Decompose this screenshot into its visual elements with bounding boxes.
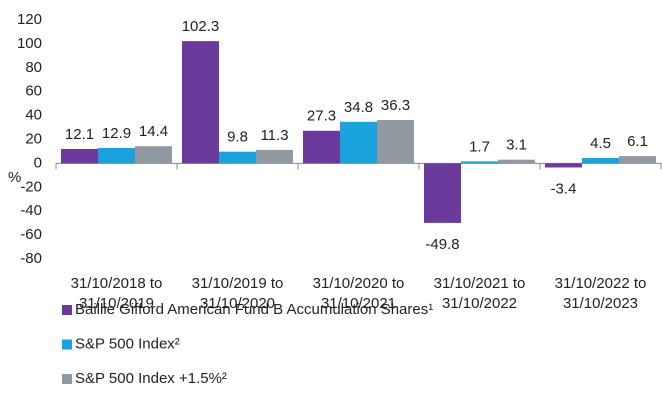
bar: [219, 151, 256, 164]
value-label: 36.3: [381, 97, 410, 114]
bar: [461, 161, 498, 164]
legend-swatch: [62, 305, 72, 315]
x-tick-label: 31/10/2021 to: [434, 275, 526, 292]
y-tick-label: 60: [25, 83, 42, 100]
bar: [619, 156, 656, 164]
y-tick-label: 0: [34, 154, 42, 171]
bar: [98, 147, 135, 164]
y-tick-label: -40: [20, 202, 42, 219]
bar: [377, 120, 414, 164]
value-label: 27.3: [307, 108, 336, 125]
x-tick-label: 31/10/2023: [563, 295, 638, 312]
value-label: 9.8: [227, 129, 248, 146]
x-tick-label: 31/10/2020 to: [313, 275, 405, 292]
value-label: 1.7: [469, 138, 490, 155]
bar: [498, 159, 535, 164]
value-label: 12.9: [102, 125, 131, 142]
bar: [135, 146, 172, 164]
x-tick-label: 31/10/2020: [200, 295, 275, 312]
value-label: -3.4: [551, 180, 577, 197]
y-tick-label: -60: [20, 226, 42, 243]
bar: [303, 130, 340, 164]
y-tick-label: 20: [25, 130, 42, 147]
y-tick-label: 80: [25, 59, 42, 76]
legend-label: S&P 500 Index²: [75, 335, 180, 352]
legend-swatch: [62, 374, 72, 384]
bar: [256, 149, 293, 164]
bar: [182, 41, 219, 164]
y-tick-label: 40: [25, 107, 42, 124]
y-tick-label: -80: [20, 250, 42, 267]
value-label: 12.1: [65, 126, 94, 143]
x-tick-label: 31/10/2018 to: [71, 275, 163, 292]
value-label: 4.5: [590, 135, 611, 152]
y-tick-label: 120: [17, 11, 42, 28]
value-label: 6.1: [627, 133, 648, 150]
bar: [424, 163, 461, 223]
bar: [545, 163, 582, 168]
x-tick-label: 31/10/2022: [442, 295, 517, 312]
value-label: -49.8: [425, 236, 459, 253]
legend-label: Baillie Gifford American Fund B Accumula…: [75, 301, 433, 318]
legend-swatch: [62, 339, 72, 350]
value-label: 11.3: [260, 127, 288, 144]
bar: [340, 121, 377, 164]
y-tick-label: -20: [20, 178, 42, 195]
value-label: 14.4: [139, 123, 168, 140]
bar: [61, 148, 98, 164]
y-axis-label: %: [8, 169, 21, 186]
value-label: 3.1: [506, 137, 527, 154]
x-tick-label: 31/10/2019 to: [192, 275, 284, 292]
legend-label: S&P 500 Index +1.5%²: [75, 370, 227, 387]
x-tick-label: 31/10/2019: [79, 295, 154, 312]
value-label: 34.8: [344, 99, 373, 116]
y-tick-label: 100: [17, 35, 42, 52]
x-tick-label: 31/10/2022 to: [555, 275, 647, 292]
value-label: 102.3: [182, 18, 220, 35]
bar: [582, 158, 619, 164]
x-tick-label: 31/10/2021: [321, 295, 396, 312]
